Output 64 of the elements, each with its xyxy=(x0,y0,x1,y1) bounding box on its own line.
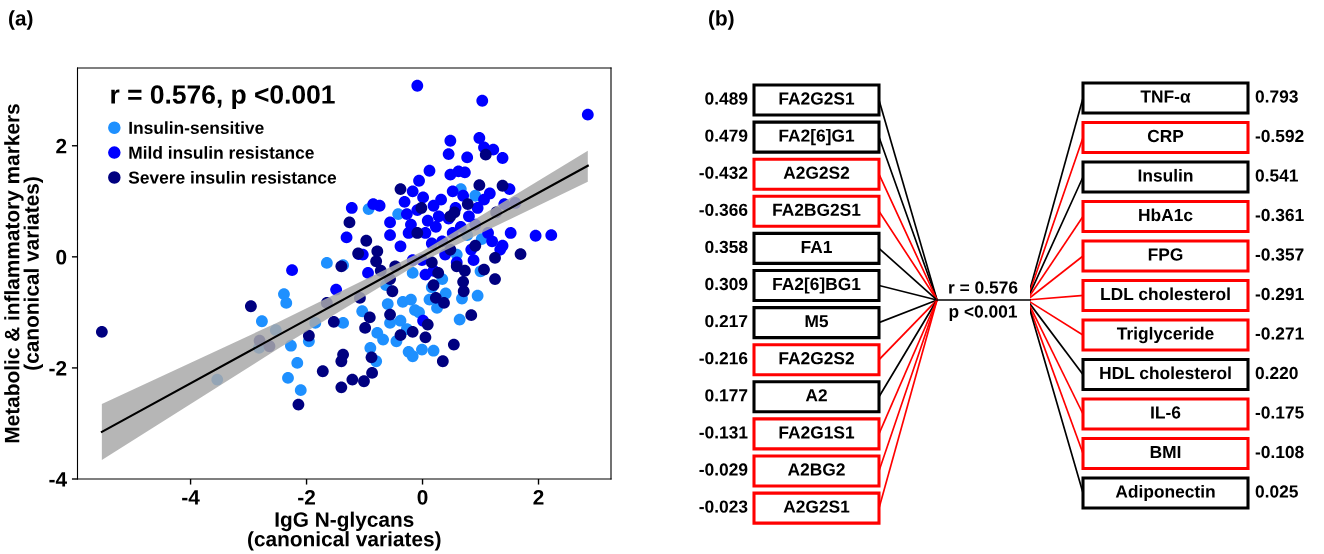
category-label: Triglyceride xyxy=(1116,326,1214,344)
text: -0.357 xyxy=(1255,248,1304,261)
text: (b) xyxy=(709,10,734,30)
text: -0.291 xyxy=(1255,287,1304,301)
category-label: CRP xyxy=(1147,129,1184,143)
annotation: r = 0.576, p <0.001 xyxy=(111,85,335,110)
category-label: IL-6 xyxy=(1151,406,1181,419)
legend-label: Severe insulin resistance xyxy=(128,170,337,184)
text: 0.358 xyxy=(705,240,748,254)
category-label: HbA1c xyxy=(1139,208,1193,222)
text: -0.029 xyxy=(699,463,748,476)
text: -0.432 xyxy=(699,166,748,179)
text: 0.217 xyxy=(705,314,748,328)
text: -0.592 xyxy=(1255,129,1304,143)
x-tick-label: -2 xyxy=(298,489,315,505)
text: -0.023 xyxy=(699,500,748,513)
text: r = 0.576 xyxy=(949,281,1018,294)
category-label: A2G2S1 xyxy=(783,500,850,513)
category-label: FA2BG2S1 xyxy=(773,203,861,216)
y-axis-title: Metabolic & inflammatory markers (canonical variates) xyxy=(4,104,44,443)
text: 0.489 xyxy=(705,92,748,105)
y-tick-label: -4 xyxy=(49,472,67,487)
text: -0.366 xyxy=(699,203,748,216)
category-label: A2G2S2 xyxy=(783,166,850,179)
category-label: FPG xyxy=(1148,248,1183,261)
text: 0.541 xyxy=(1255,169,1298,182)
category-label: FA2[6]BG1 xyxy=(773,277,861,294)
legend-label: Insulin-sensitive xyxy=(129,121,264,135)
chart-title: (a) xyxy=(9,10,33,30)
x-tick-label: 0 xyxy=(417,489,428,505)
category-label: HDL cholesterol xyxy=(1100,366,1231,380)
y-tick-label: 2 xyxy=(56,138,67,154)
category-label: TNF-α xyxy=(1140,90,1191,103)
text: 0.177 xyxy=(705,389,748,402)
category-label: M5 xyxy=(805,315,829,328)
x-tick-label: 2 xyxy=(533,489,544,505)
category-label: FA2G2S1 xyxy=(779,92,855,105)
x-tick-label: -4 xyxy=(182,490,200,505)
y-tick-label: -2 xyxy=(49,360,67,376)
category-label: FA1 xyxy=(801,240,832,253)
category-label: FA2G2S2 xyxy=(779,352,854,365)
text: p <0.001 xyxy=(949,305,1018,322)
y-tick-label: 0 xyxy=(56,249,67,265)
category-label: A2BG2 xyxy=(787,463,845,476)
text: 0.220 xyxy=(1255,366,1298,380)
category-label: BMI xyxy=(1150,446,1181,458)
text: -0.216 xyxy=(699,352,748,365)
category-label: A2 xyxy=(805,389,827,402)
legend-label: Mild insulin resistance xyxy=(129,146,314,159)
text: -0.131 xyxy=(699,426,748,439)
text: -0.175 xyxy=(1255,406,1304,419)
text: 0.025 xyxy=(1255,485,1298,498)
text: -0.271 xyxy=(1255,327,1304,340)
text: 0.479 xyxy=(705,129,748,142)
category-label: FA2G1S1 xyxy=(779,426,855,439)
x-axis-title: IgG N-glycans (canonical variates) xyxy=(248,511,441,551)
category-label: FA2[6]G1 xyxy=(779,129,855,146)
text: -0.108 xyxy=(1255,445,1304,459)
text: 0.793 xyxy=(1255,90,1298,103)
text: 0.309 xyxy=(705,277,748,291)
text: -0.361 xyxy=(1255,208,1304,222)
category-label: LDL cholesterol xyxy=(1101,287,1230,301)
category-label: Insulin xyxy=(1138,168,1193,182)
category-label: Adiponectin xyxy=(1115,484,1215,502)
